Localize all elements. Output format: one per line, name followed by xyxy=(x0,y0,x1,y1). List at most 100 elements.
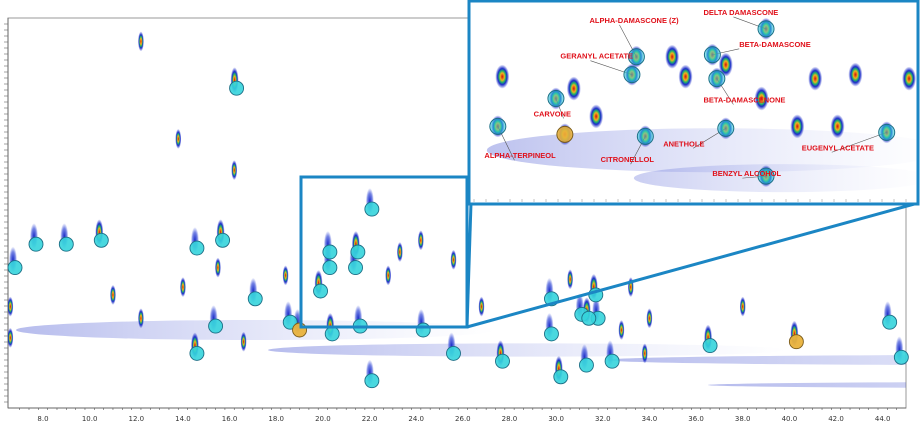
zoom-peak-blob xyxy=(678,64,693,89)
peak-blob xyxy=(567,269,574,290)
peak-blob xyxy=(179,277,186,298)
peak-marker xyxy=(58,236,74,252)
x-tick-label: 32.0 xyxy=(595,415,611,423)
compound-label: ALPHA-TERPINEOL xyxy=(484,151,556,160)
peak-marker xyxy=(415,322,431,338)
x-tick-label: 34.0 xyxy=(642,415,658,423)
peak-marker xyxy=(215,232,231,248)
peak-blob xyxy=(282,265,289,286)
peak-marker xyxy=(7,260,23,276)
peak-blob xyxy=(8,296,14,317)
compound-label: BENZYL ALCOHOL xyxy=(712,169,781,178)
compound-label: CITRONELLOL xyxy=(601,155,655,164)
highlight-marker xyxy=(788,334,804,350)
peak-marker xyxy=(208,318,224,334)
zoom-marker xyxy=(708,70,726,88)
peak-marker xyxy=(93,232,109,248)
compound-label: EUGENYL ACETATE xyxy=(802,143,874,152)
compound-label: DELTA DAMASCONE xyxy=(703,8,778,17)
peak-blob xyxy=(137,308,144,329)
compound-label: GERANYL ACETATE xyxy=(560,52,633,61)
x-tick-label: 14.0 xyxy=(175,415,191,423)
zoom-region-box xyxy=(299,175,469,329)
peak-marker xyxy=(348,260,363,276)
peak-blob xyxy=(240,331,247,352)
x-tick-label: 40.0 xyxy=(782,415,798,423)
peak-marker xyxy=(893,349,909,365)
peak-marker xyxy=(324,326,340,342)
peak-marker xyxy=(544,326,559,342)
zoom-peak-blob xyxy=(495,64,510,89)
zoom-marker xyxy=(623,66,641,84)
x-tick-label: 26.0 xyxy=(455,415,471,423)
x-axis-ticks: 8.0 10.0 12.0 14.0 16.0 18.0 20.0 22.0 24.0 26.0 2… xyxy=(19,408,897,423)
peak-blob xyxy=(137,31,144,52)
compound-label: ANETHOLE xyxy=(663,139,704,148)
zoom-peak-blob xyxy=(566,76,581,101)
tailing-band xyxy=(16,320,496,340)
zoom-marker xyxy=(636,127,654,145)
zoom-marker xyxy=(717,119,735,137)
peak-marker xyxy=(322,260,338,276)
peak-marker xyxy=(28,236,44,252)
zoom-marker xyxy=(757,167,775,185)
peak-marker xyxy=(313,283,329,299)
tailing-band xyxy=(268,343,788,357)
x-tick-label: 24.0 xyxy=(408,415,424,423)
peak-blob xyxy=(450,249,457,270)
zoom-axis-ticks xyxy=(473,199,907,202)
peak-marker xyxy=(604,353,620,369)
x-tick-label: 36.0 xyxy=(688,415,704,423)
peak-blob xyxy=(396,242,403,262)
compound-label: BETA-DAMASCENONE xyxy=(703,96,785,105)
peak-blob xyxy=(641,343,648,364)
x-tick-label: 18.0 xyxy=(268,415,284,423)
peak-blob xyxy=(417,230,424,251)
zoom-marker xyxy=(547,90,565,108)
peak-blob xyxy=(739,296,746,317)
tailing-band xyxy=(708,382,906,388)
x-tick-label: 42.0 xyxy=(828,415,844,423)
y-axis-ticks xyxy=(4,23,8,403)
zoom-peak-blob xyxy=(718,52,733,77)
compound-label: BETA-DAMASCONE xyxy=(739,40,811,49)
peak-marker xyxy=(350,244,366,260)
zoom-compound-labels: ALPHA-DAMASCONE (Z) DELTA DAMASCONE BETA-D… xyxy=(484,8,874,178)
zoom-peaks xyxy=(486,17,918,193)
zoom-marker xyxy=(703,46,721,64)
zoom-connector-left xyxy=(465,202,473,328)
peak-marker xyxy=(495,353,510,369)
zoom-peak-blob xyxy=(589,104,604,129)
x-tick-label: 38.0 xyxy=(735,415,751,423)
zoom-connector-right xyxy=(466,201,919,329)
peak-marker xyxy=(882,314,898,330)
peak-blob xyxy=(214,257,221,278)
peak-blob xyxy=(385,265,392,286)
peak-marker xyxy=(189,345,205,361)
zoom-highlight-marker xyxy=(556,125,574,143)
zoom-markers xyxy=(489,20,896,185)
compound-label: CARVONE xyxy=(534,109,571,118)
x-tick-label: 16.0 xyxy=(222,415,238,423)
peak-marker xyxy=(364,373,380,389)
peak-marker xyxy=(553,369,569,385)
peak-marker xyxy=(229,80,245,96)
peak-blob xyxy=(109,284,116,305)
zoom-peak-blob xyxy=(848,62,863,87)
peak-marker xyxy=(364,201,380,217)
peak-blob xyxy=(646,308,653,329)
tailing-band xyxy=(608,355,906,365)
zoom-peak-blob xyxy=(830,114,845,139)
main-markers xyxy=(7,80,909,389)
leader-line xyxy=(831,132,887,153)
x-tick-label: 22.0 xyxy=(362,415,378,423)
peak-blob xyxy=(478,296,485,317)
peak-marker xyxy=(446,345,461,361)
zoom-peak-blob xyxy=(665,44,680,69)
zoom-marker xyxy=(489,117,507,135)
peak-blob xyxy=(175,128,182,149)
compound-label: ALPHA-DAMASCONE (Z) xyxy=(589,16,679,25)
peak-marker xyxy=(247,291,263,307)
x-tick-label: 28.0 xyxy=(502,415,518,423)
